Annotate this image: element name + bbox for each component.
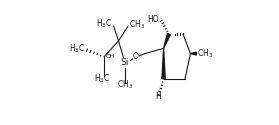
Text: CH$_3$: CH$_3$ [197, 47, 213, 60]
Text: H$_3$C: H$_3$C [94, 72, 110, 85]
Text: CH$_3$: CH$_3$ [117, 79, 133, 91]
Text: H$_3$C: H$_3$C [69, 43, 85, 55]
Text: HO: HO [148, 15, 159, 24]
Text: H$_3$C: H$_3$C [96, 18, 112, 30]
Text: O: O [133, 52, 139, 61]
Polygon shape [191, 52, 196, 55]
Text: Si: Si [121, 58, 129, 67]
Polygon shape [162, 48, 165, 79]
Polygon shape [163, 34, 170, 48]
Text: CH: CH [105, 54, 114, 59]
Text: H: H [155, 92, 161, 101]
Text: CH$_3$: CH$_3$ [129, 18, 145, 31]
